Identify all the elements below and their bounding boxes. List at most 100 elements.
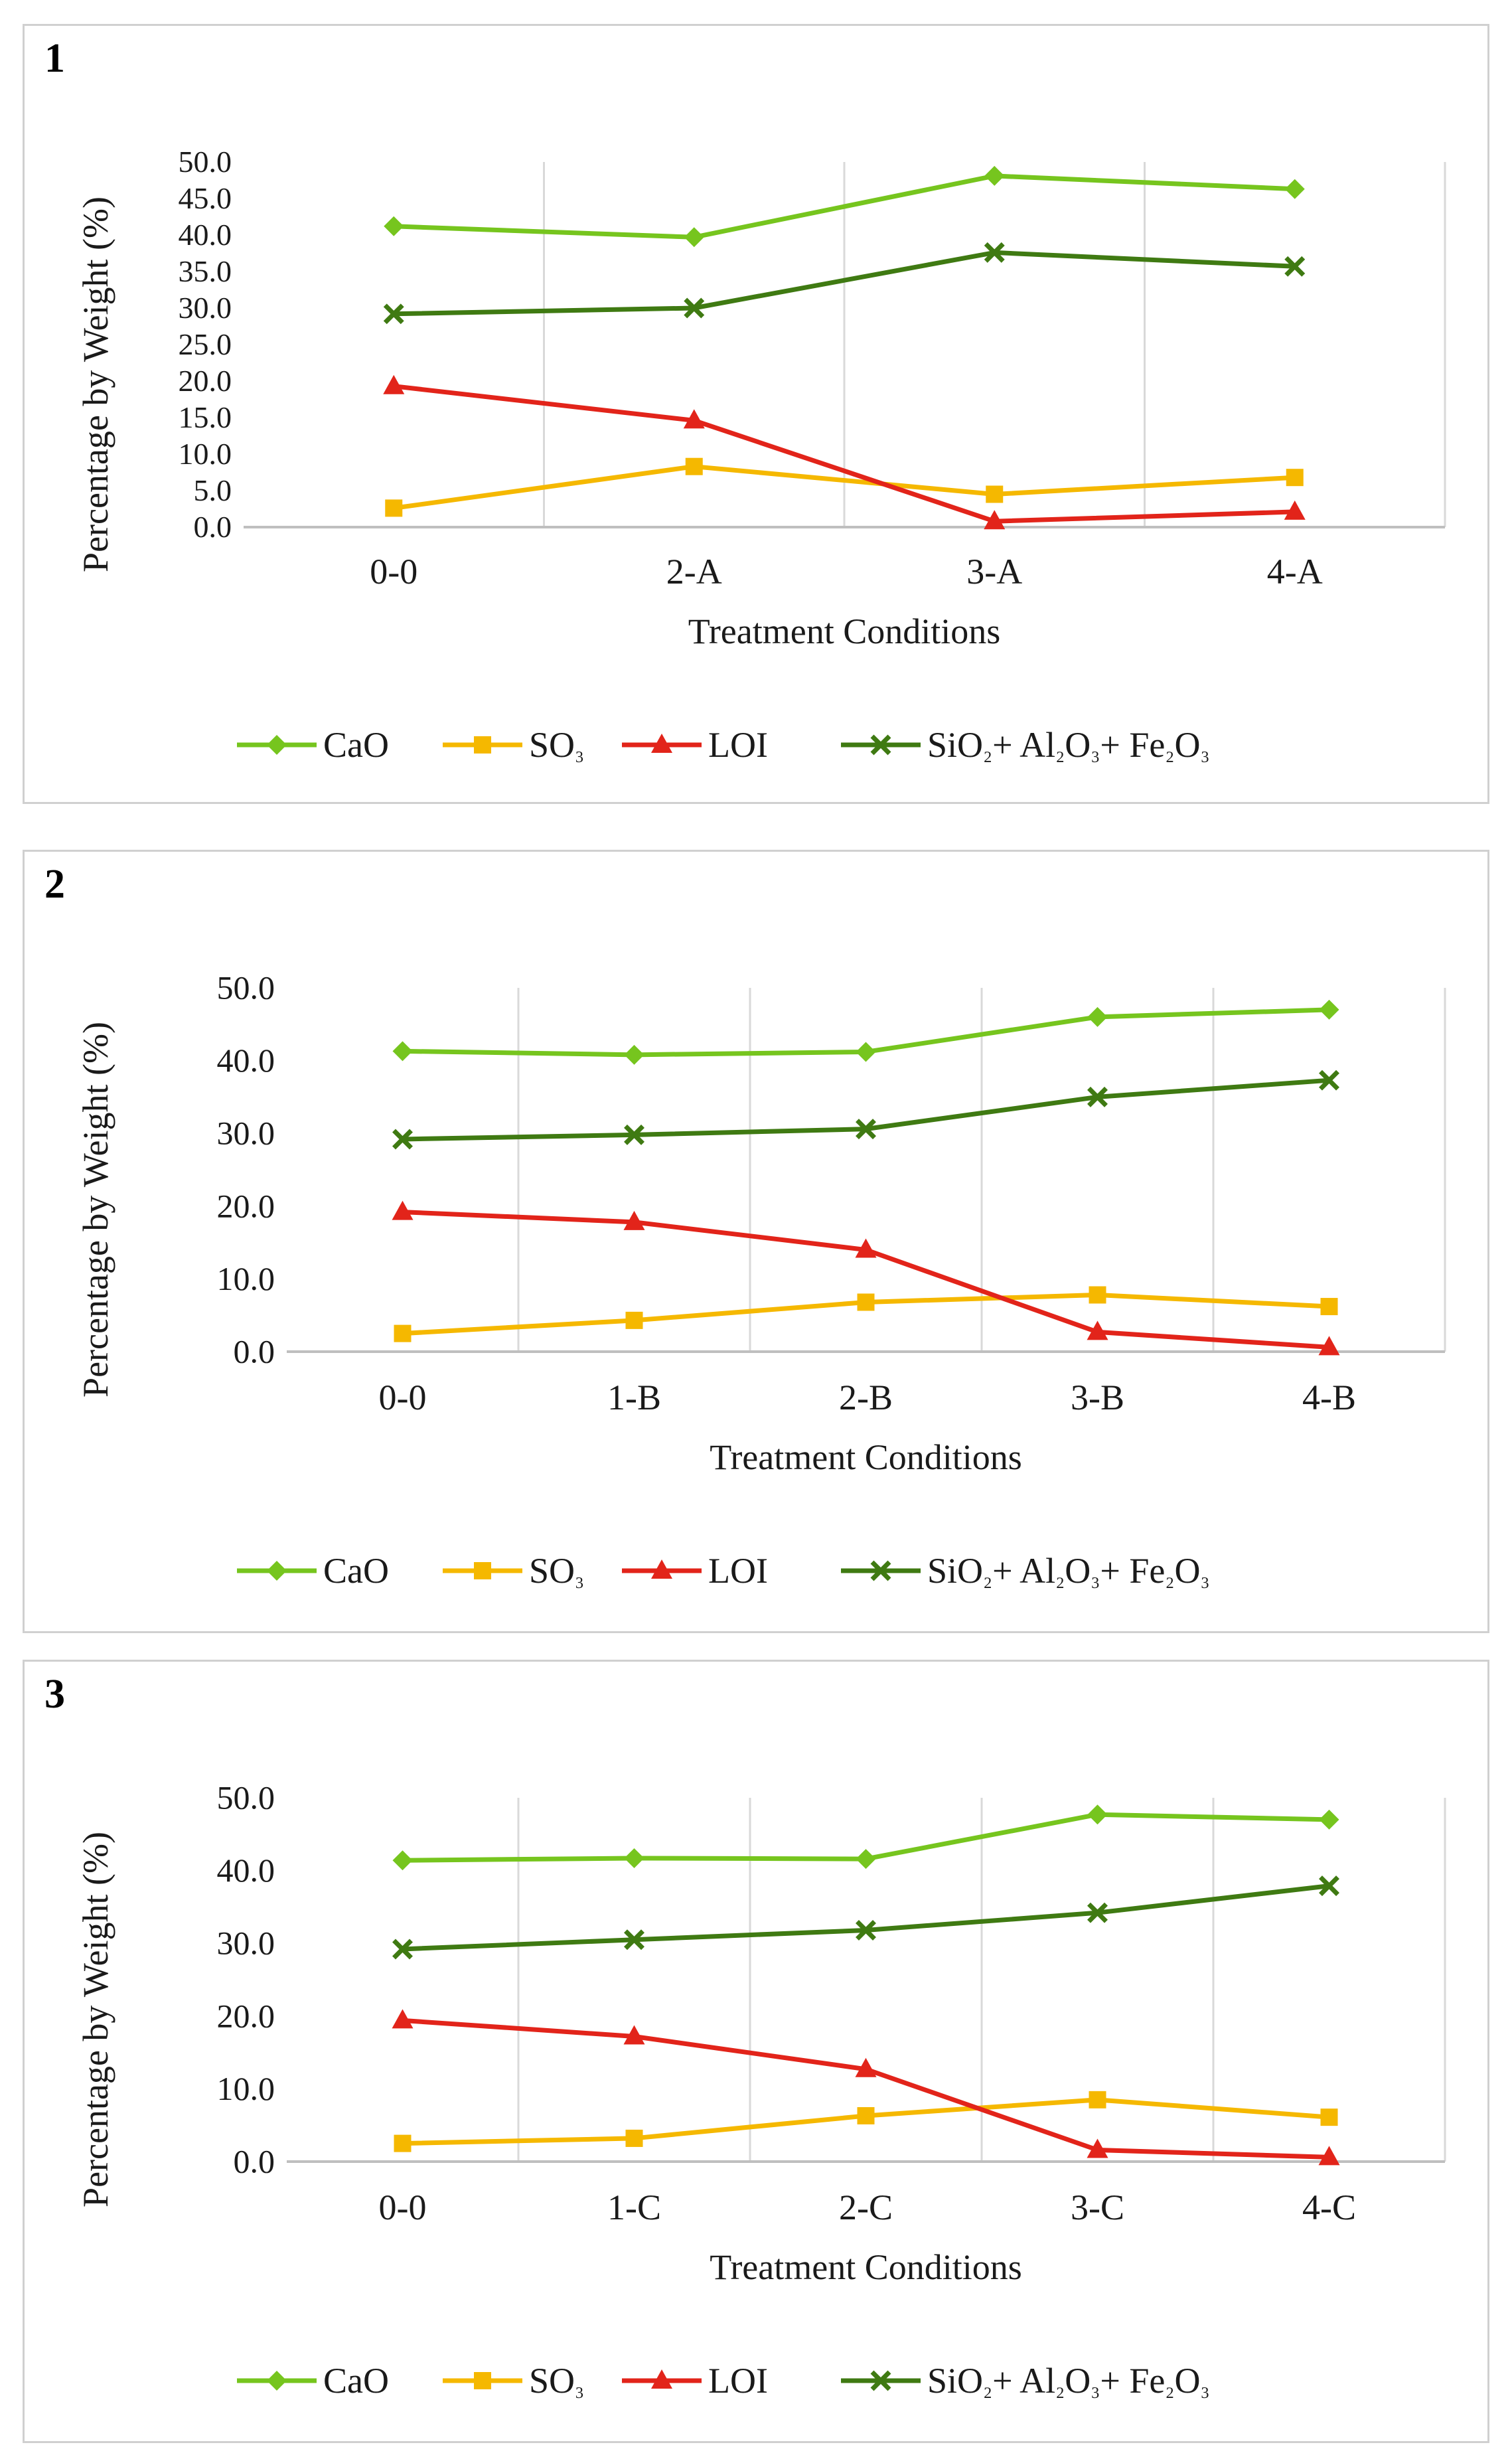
x-marker bbox=[1087, 1086, 1108, 1107]
square-marker bbox=[1286, 469, 1304, 487]
legend-entry-so3: SO₃ bbox=[443, 1551, 584, 1591]
x-marker bbox=[624, 1929, 644, 1950]
diamond-marker bbox=[384, 216, 404, 236]
x-marker-stroke bbox=[1087, 1086, 1108, 1107]
triangle-marker bbox=[651, 2369, 672, 2389]
square-marker bbox=[1089, 2091, 1106, 2108]
y-tick-label: 15.0 bbox=[179, 400, 232, 434]
square-marker bbox=[986, 485, 1004, 503]
legend-label: SiO₂+ Al₂O₃+ Fe₂O₃ bbox=[927, 725, 1210, 765]
x-tick-label: 0-0 bbox=[370, 552, 417, 592]
panel-label: 3 bbox=[44, 1672, 65, 1717]
x-tick-label: 0-0 bbox=[379, 1378, 427, 1417]
series-oxides bbox=[392, 1875, 1339, 1960]
y-tick-label: 40.0 bbox=[217, 1852, 275, 1889]
y-tick-label: 30.0 bbox=[217, 1115, 275, 1152]
series-loi bbox=[392, 2009, 1340, 2166]
y-tick-label: 0.0 bbox=[234, 2143, 275, 2180]
x-marker bbox=[383, 303, 404, 325]
y-tick-label: 50.0 bbox=[179, 145, 232, 179]
x-marker bbox=[392, 1129, 413, 1150]
y-axis-title: Percentage by Weight (%) bbox=[76, 1022, 115, 1397]
x-marker-stroke bbox=[1087, 1902, 1108, 1923]
legend-entry-loi: LOI bbox=[622, 1551, 768, 1591]
x-tick-label: 4-C bbox=[1302, 2187, 1356, 2227]
square-marker bbox=[857, 1293, 875, 1311]
square-marker bbox=[474, 2372, 491, 2389]
diamond-marker bbox=[1284, 179, 1305, 199]
x-marker-stroke bbox=[1284, 256, 1306, 277]
y-tick-label: 25.0 bbox=[179, 327, 232, 361]
triangle-marker bbox=[383, 374, 405, 394]
x-marker bbox=[870, 2370, 891, 2391]
line-chart: 0.0 10.0 20.0 30.0 40.0 50.0 0-0 1-C 2-C 3-C 4-C Tr… bbox=[76, 1779, 1446, 2401]
triangle-marker bbox=[855, 1238, 877, 1258]
triangle-marker bbox=[1087, 2138, 1108, 2158]
legend-label: SO₃ bbox=[529, 725, 584, 765]
x-marker-stroke bbox=[383, 303, 404, 325]
series-line bbox=[393, 384, 1295, 524]
square-marker bbox=[1320, 2108, 1338, 2126]
x-marker bbox=[1319, 1875, 1339, 1897]
legend-entry-oxides: SiO₂+ Al₂O₃+ Fe₂O₃ bbox=[841, 725, 1210, 765]
legend-label: LOI bbox=[708, 725, 768, 765]
diamond-marker bbox=[856, 1849, 876, 1869]
x-tick-label: 1-C bbox=[607, 2187, 661, 2227]
series-loi bbox=[392, 1200, 1340, 1356]
y-tick-label: 35.0 bbox=[179, 254, 232, 288]
y-tick-label: 40.0 bbox=[217, 1042, 275, 1079]
series-loi bbox=[383, 374, 1306, 530]
x-axis-title: Treatment Conditions bbox=[688, 611, 1001, 651]
legend-entry-cao: CaO bbox=[237, 1551, 389, 1591]
series-line bbox=[402, 2018, 1329, 2160]
y-tick-label: 10.0 bbox=[179, 437, 232, 471]
y-tick-label: 30.0 bbox=[217, 1925, 275, 1962]
x-marker bbox=[1284, 256, 1306, 277]
x-marker bbox=[1319, 1070, 1339, 1091]
x-marker-stroke bbox=[624, 1929, 644, 1950]
diamond-marker bbox=[1087, 1006, 1108, 1027]
x-marker bbox=[856, 1119, 876, 1140]
x-marker-stroke bbox=[1319, 1070, 1339, 1091]
triangle-marker bbox=[1318, 1336, 1340, 1356]
series-so3 bbox=[385, 457, 1304, 517]
legend-entry-cao: CaO bbox=[237, 2361, 389, 2401]
chart-panel-1: 1 0.0 5.0 10.0 15.0 20.0 25.0 30.0 35.0 40.0 45.0… bbox=[23, 24, 1489, 804]
x-tick-label: 4-A bbox=[1267, 552, 1323, 592]
series-cao bbox=[392, 1804, 1339, 1871]
x-tick-label: 2-A bbox=[666, 552, 722, 592]
x-marker bbox=[870, 734, 891, 755]
triangle-marker bbox=[1087, 1320, 1108, 1340]
y-axis-title: Percentage by Weight (%) bbox=[76, 1832, 115, 2207]
square-marker bbox=[685, 457, 703, 475]
x-tick-label: 4-B bbox=[1302, 1378, 1356, 1417]
triangle-marker bbox=[623, 2025, 645, 2045]
x-marker-stroke bbox=[870, 1560, 891, 1581]
legend-entry-so3: SO₃ bbox=[443, 725, 584, 765]
y-tick-label: 0.0 bbox=[234, 1333, 275, 1370]
square-marker bbox=[625, 1311, 643, 1329]
triangle-marker bbox=[683, 409, 705, 429]
square-marker bbox=[1089, 1286, 1106, 1304]
y-tick-label: 30.0 bbox=[179, 291, 232, 325]
chart-panel-2: 2 0.0 10.0 20.0 30.0 40.0 50.0 0-0 1-B 2-B 3-B 4-B… bbox=[23, 850, 1489, 1633]
x-marker bbox=[1087, 1902, 1108, 1923]
y-tick-label: 5.0 bbox=[194, 473, 232, 507]
x-marker bbox=[856, 1919, 876, 1941]
x-tick-label: 3-B bbox=[1071, 1378, 1124, 1417]
legend-label: CaO bbox=[323, 1551, 389, 1591]
y-tick-label: 20.0 bbox=[179, 364, 232, 398]
series-oxides bbox=[383, 242, 1306, 325]
legend-entry-oxides: SiO₂+ Al₂O₃+ Fe₂O₃ bbox=[841, 1551, 1210, 1591]
diamond-marker bbox=[392, 1041, 413, 1062]
square-marker bbox=[394, 1324, 412, 1342]
square-marker bbox=[474, 1562, 491, 1579]
x-marker-stroke bbox=[392, 1939, 413, 1960]
y-axis-title: Percentage by Weight (%) bbox=[76, 197, 115, 572]
square-marker bbox=[394, 2134, 412, 2152]
diamond-marker bbox=[684, 227, 704, 248]
x-marker-stroke bbox=[392, 1129, 413, 1150]
legend-entry-cao: CaO bbox=[237, 725, 389, 765]
triangle-marker bbox=[623, 1210, 645, 1230]
x-axis-title: Treatment Conditions bbox=[710, 1437, 1022, 1477]
